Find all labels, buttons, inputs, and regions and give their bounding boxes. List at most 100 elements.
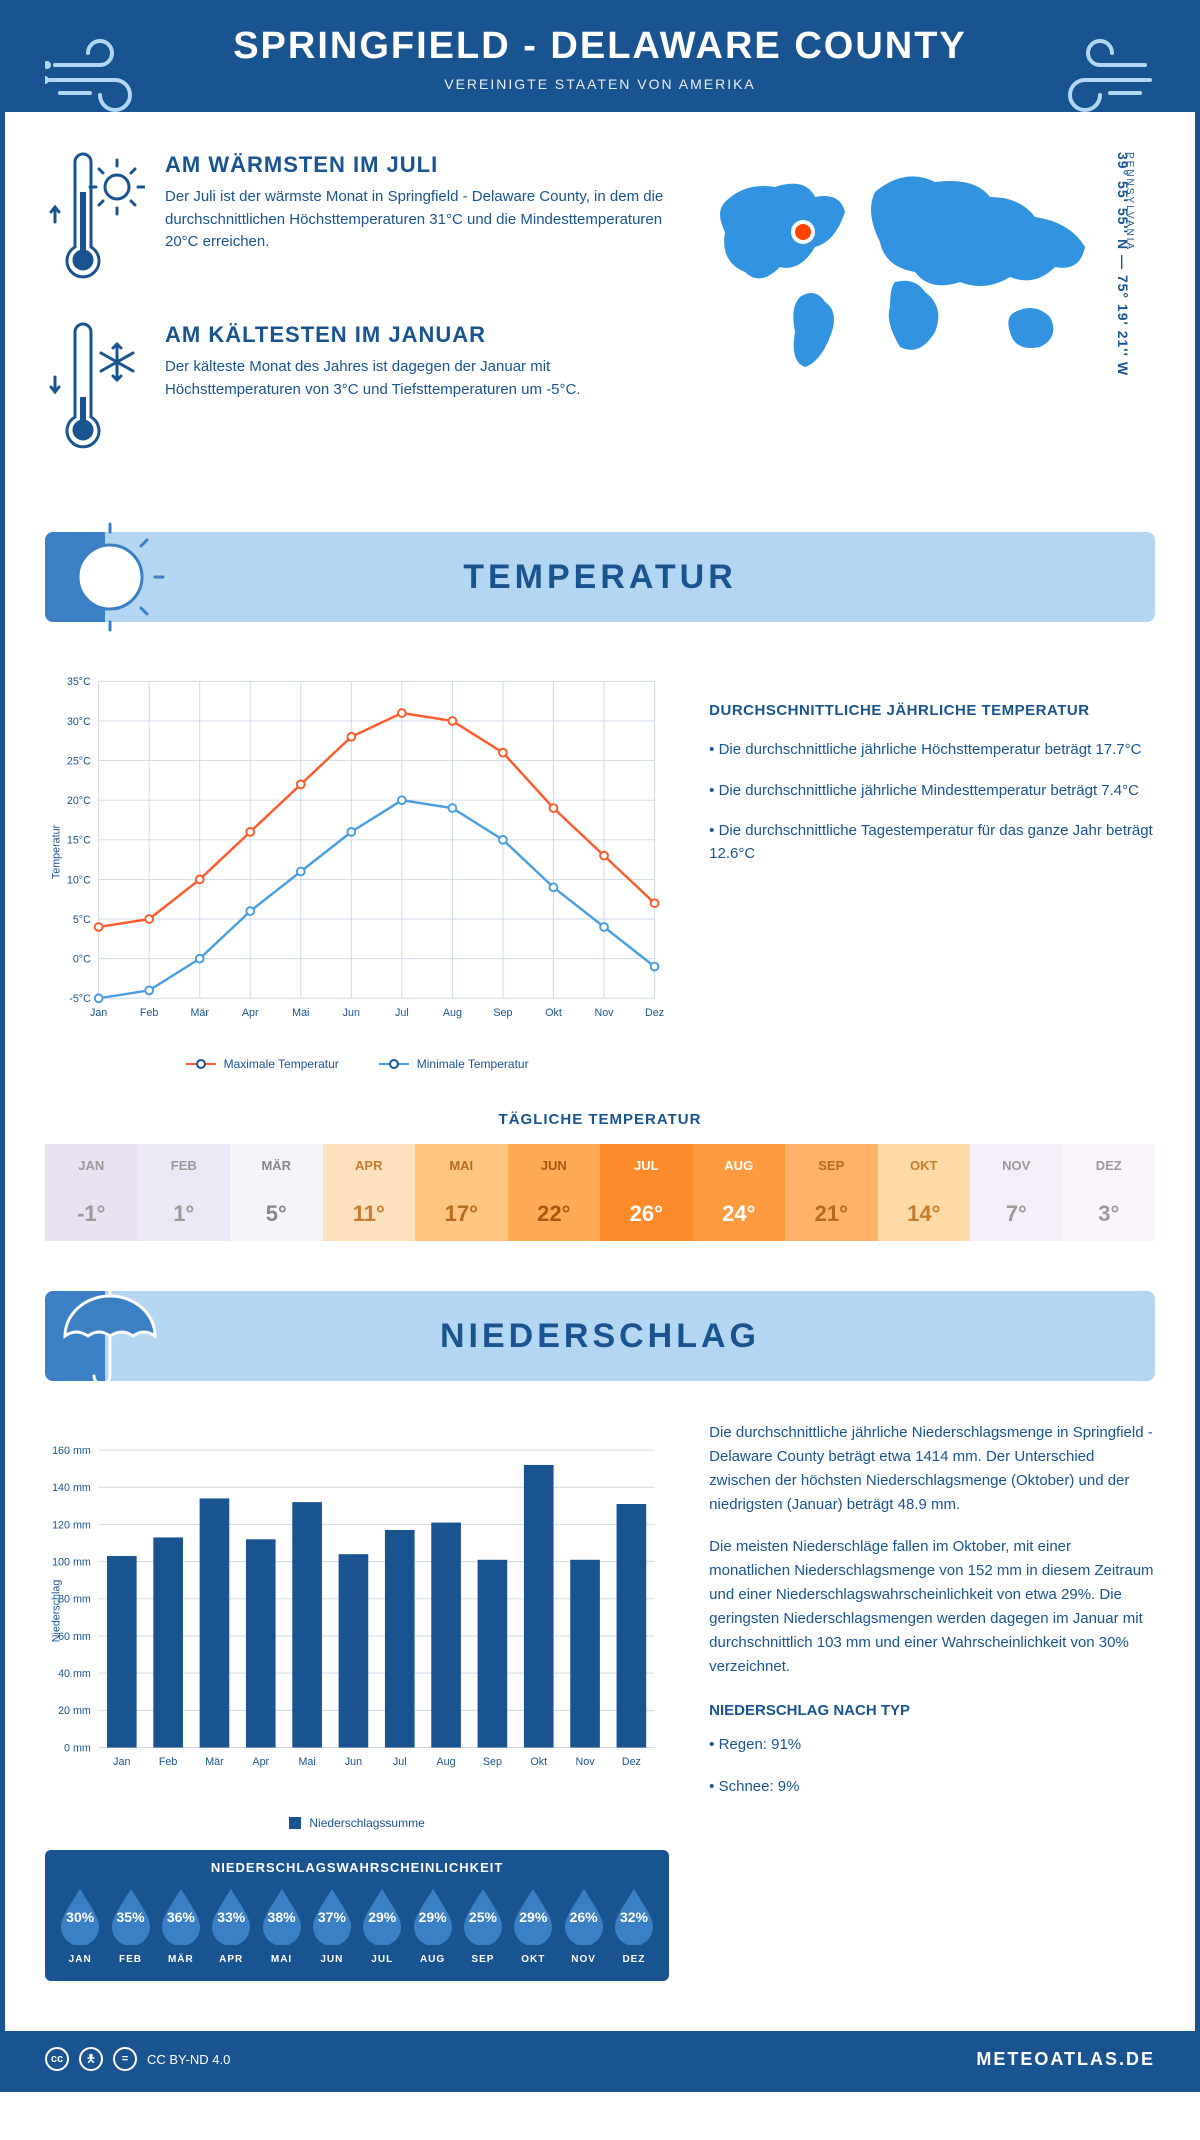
location-marker (793, 222, 813, 242)
svg-text:Nov: Nov (576, 1756, 596, 1768)
daily-month: OKT (878, 1144, 971, 1187)
daily-value: 17° (415, 1187, 508, 1241)
svg-text:140 mm: 140 mm (52, 1482, 91, 1494)
svg-text:100 mm: 100 mm (52, 1557, 91, 1569)
prob-item: 38% MAI (257, 1885, 307, 1965)
temp-bullet-2: • Die durchschnittliche jährliche Mindes… (709, 780, 1155, 803)
svg-text:Jun: Jun (343, 1007, 360, 1019)
warmest-block: AM WÄRMSTEN IM JULI Der Juli ist der wär… (45, 152, 675, 292)
svg-text:5°C: 5°C (73, 914, 91, 926)
wind-icon (45, 35, 145, 115)
svg-text:120 mm: 120 mm (52, 1519, 91, 1531)
prob-item: 29% AUG (408, 1885, 458, 1965)
prob-value: 29% (408, 1909, 458, 1925)
prob-item: 29% JUL (357, 1885, 407, 1965)
precip-legend: Niederschlagssumme (45, 1816, 669, 1830)
header: SPRINGFIELD - DELAWARE COUNTY VEREINIGTE… (5, 5, 1195, 112)
daily-value: 1° (138, 1187, 231, 1241)
prob-item: 37% JUN (307, 1885, 357, 1965)
temp-legend: .legend-swatch::after{border-color:inher… (45, 1057, 669, 1071)
page-subtitle: VEREINIGTE STAATEN VON AMERIKA (25, 76, 1175, 92)
coldest-title: AM KÄLTESTEN IM JANUAR (165, 322, 675, 348)
daily-value: 11° (323, 1187, 416, 1241)
precip-text-2: Die meisten Niederschläge fallen im Okto… (709, 1535, 1155, 1679)
wind-icon (1055, 35, 1155, 115)
svg-text:25°C: 25°C (67, 755, 91, 767)
daily-value: 24° (693, 1187, 786, 1241)
footer: cc 🯅 = CC BY-ND 4.0 METEOATLAS.DE (5, 2031, 1195, 2087)
temperature-banner: TEMPERATUR (45, 532, 1155, 622)
daily-month: NOV (970, 1144, 1063, 1187)
svg-text:Niederschlag: Niederschlag (51, 1580, 63, 1643)
svg-text:10°C: 10°C (67, 874, 91, 886)
prob-month: JAN (55, 1954, 105, 1965)
prob-value: 37% (307, 1909, 357, 1925)
legend-max: Maximale Temperatur (224, 1057, 339, 1071)
daily-value: 3° (1063, 1187, 1156, 1241)
thermometer-hot-icon (45, 152, 145, 292)
temperature-heading: TEMPERATUR (463, 558, 737, 597)
summary-section: AM WÄRMSTEN IM JULI Der Juli ist der wär… (45, 112, 1155, 532)
prob-value: 36% (156, 1909, 206, 1925)
svg-text:0 mm: 0 mm (64, 1742, 91, 1754)
svg-text:Sep: Sep (483, 1756, 502, 1768)
svg-text:15°C: 15°C (67, 835, 91, 847)
daily-month: JAN (45, 1144, 138, 1187)
svg-text:Jul: Jul (393, 1756, 407, 1768)
prob-month: SEP (458, 1954, 508, 1965)
daily-month: APR (323, 1144, 416, 1187)
prob-item: 30% JAN (55, 1885, 105, 1965)
prob-value: 33% (206, 1909, 256, 1925)
thermometer-cold-icon (45, 322, 145, 462)
svg-text:Jan: Jan (90, 1007, 107, 1019)
prob-item: 25% SEP (458, 1885, 508, 1965)
prob-value: 29% (357, 1909, 407, 1925)
svg-text:Okt: Okt (530, 1756, 547, 1768)
svg-text:-5°C: -5°C (69, 993, 91, 1005)
svg-text:Jul: Jul (395, 1007, 409, 1019)
warmest-body: Der Juli ist der wärmste Monat in Spring… (165, 186, 675, 254)
prob-item: 32% DEZ (609, 1885, 659, 1965)
temp-bullet-1: • Die durchschnittliche jährliche Höchst… (709, 739, 1155, 762)
svg-text:35°C: 35°C (67, 676, 91, 688)
sun-icon (45, 522, 175, 632)
prob-month: NOV (559, 1954, 609, 1965)
svg-text:Mai: Mai (298, 1756, 315, 1768)
svg-text:Aug: Aug (437, 1756, 456, 1768)
svg-text:Mär: Mär (190, 1007, 209, 1019)
svg-text:Feb: Feb (159, 1756, 178, 1768)
prob-month: AUG (408, 1954, 458, 1965)
prob-month: MÄR (156, 1954, 206, 1965)
precip-legend-label: Niederschlagssumme (309, 1816, 424, 1830)
prob-value: 38% (257, 1909, 307, 1925)
daily-month: JUN (508, 1144, 601, 1187)
prob-month: DEZ (609, 1954, 659, 1965)
prob-item: 35% FEB (106, 1885, 156, 1965)
probability-band: NIEDERSCHLAGSWAHRSCHEINLICHKEIT 30% JAN … (45, 1850, 669, 1981)
prob-month: FEB (106, 1954, 156, 1965)
daily-value: 7° (970, 1187, 1063, 1241)
prob-month: JUL (357, 1954, 407, 1965)
by-icon: 🯅 (79, 2047, 103, 2071)
daily-value: 14° (878, 1187, 971, 1241)
prob-item: 29% OKT (508, 1885, 558, 1965)
svg-text:Sep: Sep (493, 1007, 512, 1019)
prob-item: 36% MÄR (156, 1885, 206, 1965)
svg-text:Mai: Mai (292, 1007, 309, 1019)
svg-text:Jan: Jan (113, 1756, 130, 1768)
precip-banner: NIEDERSCHLAG (45, 1291, 1155, 1381)
prob-value: 30% (55, 1909, 105, 1925)
svg-text:20 mm: 20 mm (58, 1705, 91, 1717)
coldest-body: Der kälteste Monat des Jahres ist dagege… (165, 356, 675, 401)
prob-month: JUN (307, 1954, 357, 1965)
svg-text:Jun: Jun (345, 1756, 362, 1768)
svg-text:80 mm: 80 mm (58, 1594, 91, 1606)
svg-text:Feb: Feb (140, 1007, 159, 1019)
svg-text:40 mm: 40 mm (58, 1668, 91, 1680)
prob-item: 26% NOV (559, 1885, 609, 1965)
daily-value: 5° (230, 1187, 323, 1241)
world-map (705, 152, 1105, 382)
daily-month: JUL (600, 1144, 693, 1187)
daily-month: FEB (138, 1144, 231, 1187)
svg-text:Dez: Dez (622, 1756, 641, 1768)
